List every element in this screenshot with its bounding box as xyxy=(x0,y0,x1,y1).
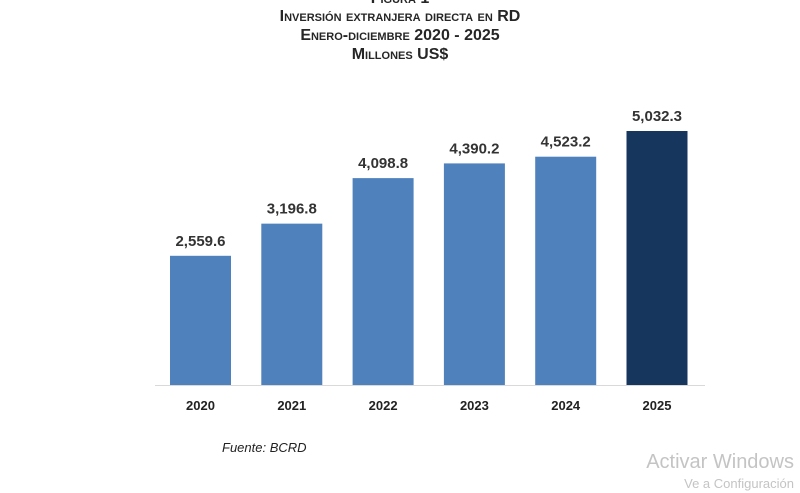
x-tick-label-2023: 2023 xyxy=(460,398,489,413)
bar-2023 xyxy=(443,163,505,385)
watermark-settings: Ve a Configuración xyxy=(684,476,794,491)
watermark-activate: Activar Windows xyxy=(646,451,794,473)
x-tick-label-2022: 2022 xyxy=(369,398,398,413)
chart-title-line-1: Inversión extranjera directa en RD xyxy=(279,8,521,25)
bar-2022 xyxy=(352,178,414,385)
data-label-2024: 4,523.2 xyxy=(541,134,591,151)
data-label-2020: 2,559.6 xyxy=(175,233,225,250)
bar-2021 xyxy=(261,223,323,385)
bar-2024 xyxy=(535,156,597,385)
data-label-2021: 3,196.8 xyxy=(267,201,317,218)
data-label-2022: 4,098.8 xyxy=(358,155,408,172)
x-tick-label-2021: 2021 xyxy=(277,398,306,413)
chart-title-line-3: Millones US$ xyxy=(351,46,449,63)
x-tick-label-2024: 2024 xyxy=(551,398,581,413)
bar-2020 xyxy=(170,255,231,385)
data-label-2025: 5,032.3 xyxy=(632,108,682,125)
bar-2025 xyxy=(626,131,688,385)
chart-title-line-0: Figura 1 xyxy=(0,0,800,8)
chart-title-line-2: Enero-diciembre 2020 - 2025 xyxy=(300,27,500,44)
x-tick-label-2020: 2020 xyxy=(186,398,215,413)
source-note: Fuente: BCRD xyxy=(222,440,307,455)
x-tick-label-2025: 2025 xyxy=(643,398,672,413)
data-label-2023: 4,390.2 xyxy=(449,140,499,157)
